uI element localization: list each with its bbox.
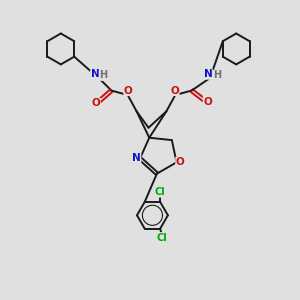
Text: O: O [170,85,179,96]
Text: Cl: Cl [156,232,167,243]
Text: H: H [99,70,107,80]
Text: H: H [213,70,221,80]
Text: Cl: Cl [155,187,166,197]
Text: O: O [92,98,100,108]
Text: N: N [204,69,212,79]
Text: O: O [176,157,184,167]
Text: N: N [132,154,141,164]
Text: O: O [203,97,212,106]
Text: N: N [91,69,99,79]
Text: O: O [124,85,133,96]
